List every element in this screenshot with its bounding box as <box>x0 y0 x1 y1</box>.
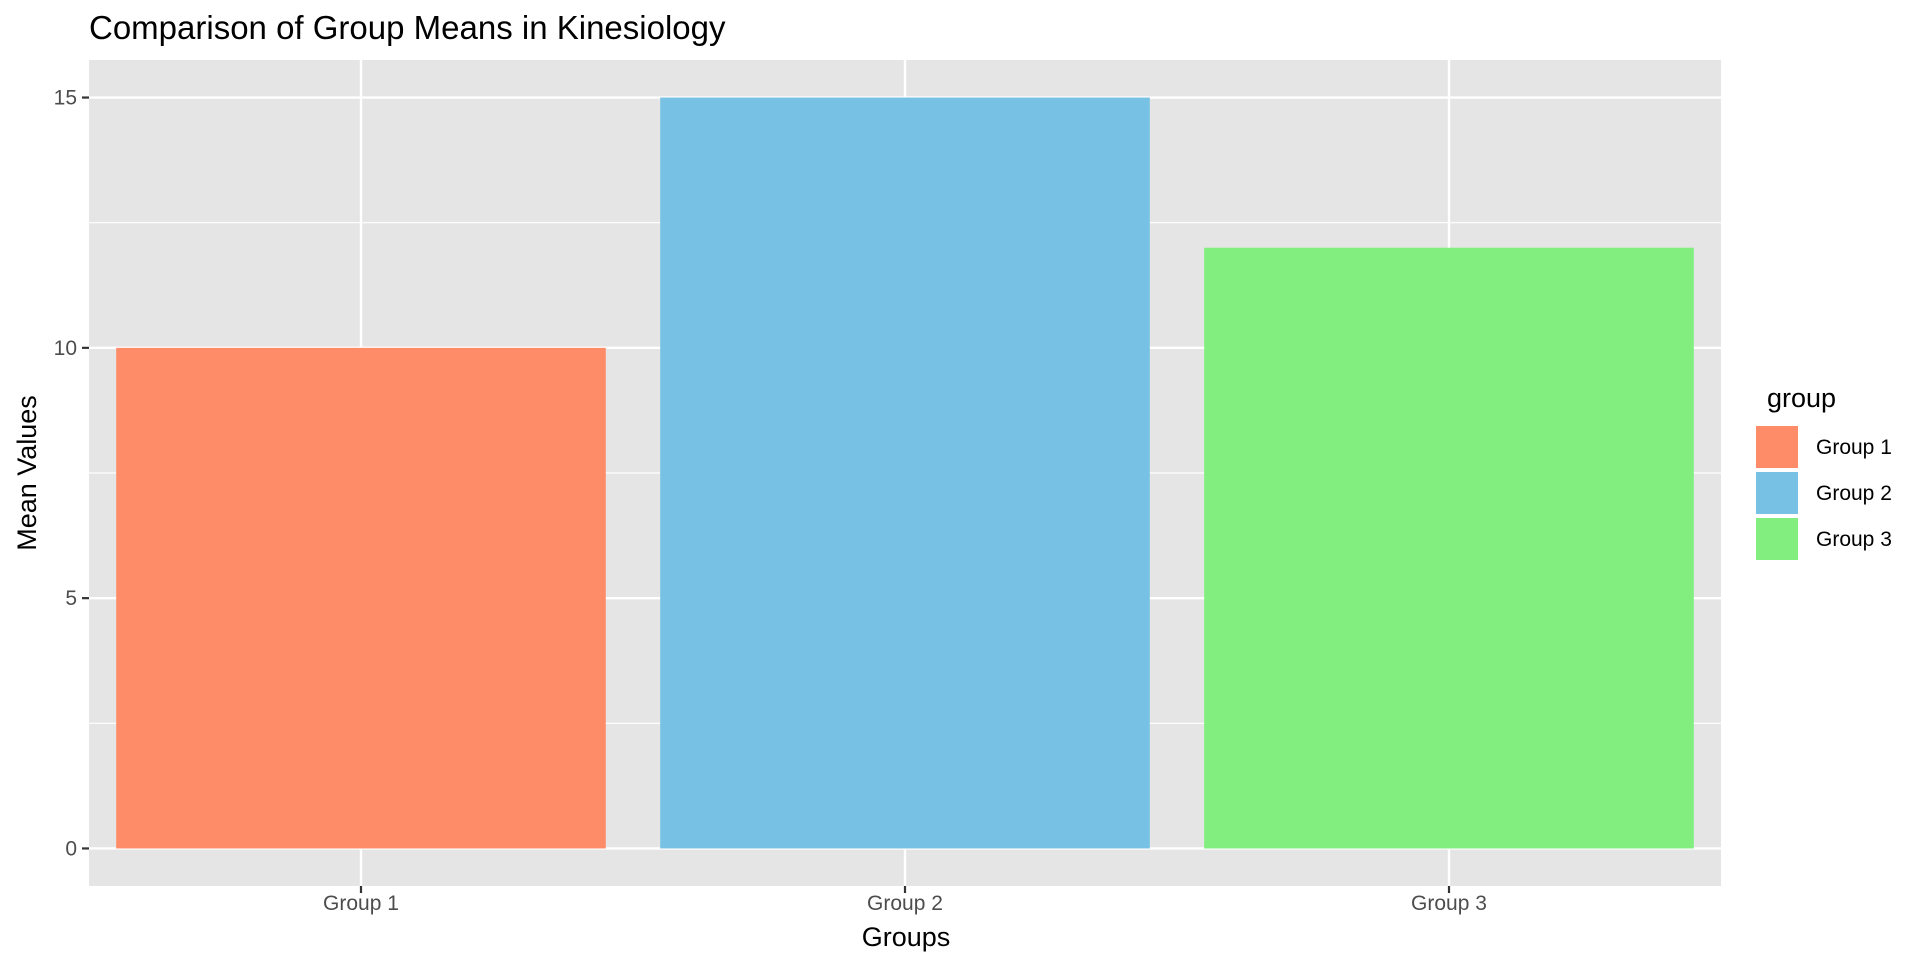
legend-swatch-2 <box>1756 472 1798 514</box>
legend-swatch-1 <box>1756 426 1798 468</box>
plot-panel <box>89 60 1721 886</box>
bars <box>116 97 1694 849</box>
y-axis-title: Mean Values <box>12 395 42 551</box>
legend: group Group 1 Group 2 Group 3 <box>1755 383 1892 561</box>
x-axis: Group 1 Group 2 Group 3 <box>323 886 1487 915</box>
legend-label-2: Group 2 <box>1816 482 1892 505</box>
x-tick-label: Group 1 <box>323 892 399 915</box>
chart-title: Comparison of Group Means in Kinesiology <box>89 9 726 46</box>
x-axis-title: Groups <box>862 922 951 952</box>
bar-group-2 <box>660 97 1150 849</box>
y-tick-label: 10 <box>54 337 77 360</box>
x-tick-label: Group 3 <box>1411 892 1487 915</box>
legend-swatch-3 <box>1756 518 1798 560</box>
bar-group-3 <box>1204 247 1694 849</box>
y-tick-label: 5 <box>65 587 77 610</box>
y-tick-label: 0 <box>65 837 77 860</box>
legend-label-1: Group 1 <box>1816 436 1892 459</box>
legend-label-3: Group 3 <box>1816 528 1892 551</box>
bar-group-1 <box>116 347 606 849</box>
y-tick-label: 15 <box>54 87 77 110</box>
x-tick-label: Group 2 <box>867 892 943 915</box>
legend-title: group <box>1767 383 1836 413</box>
y-axis: 0 5 10 15 <box>54 87 89 860</box>
